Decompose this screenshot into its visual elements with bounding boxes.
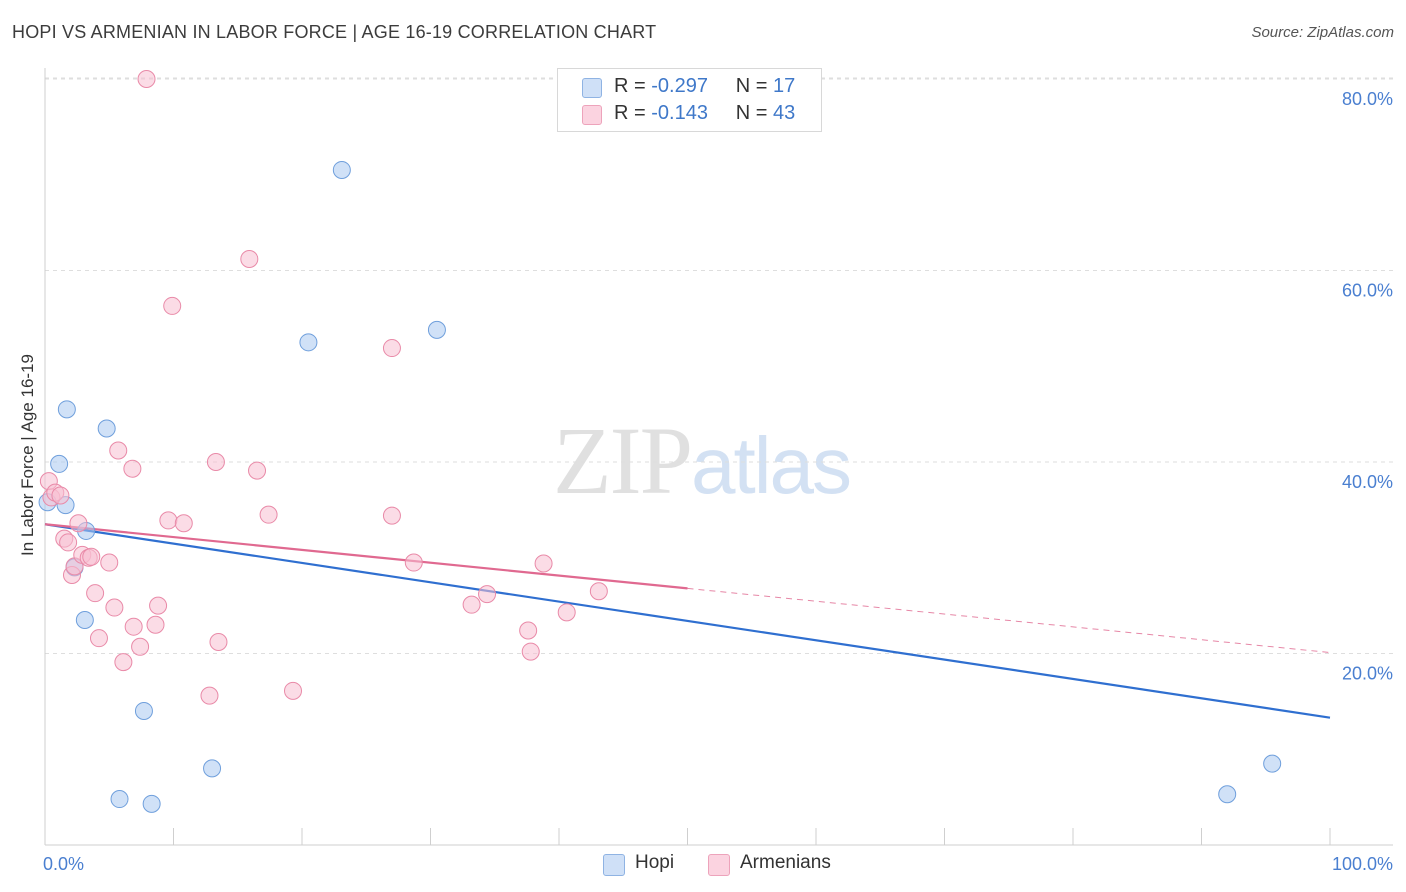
armenians-point-22 <box>146 615 165 634</box>
n-value: 43 <box>773 102 796 124</box>
armenians-point-27 <box>200 686 219 705</box>
hopi-point-12 <box>299 333 318 352</box>
armenians-point-43 <box>589 582 608 601</box>
r-label: R = <box>614 102 652 124</box>
armenians-point-39 <box>519 621 538 640</box>
armenians-point-33 <box>284 681 303 700</box>
armenians-point-8 <box>69 514 88 533</box>
n-value: 17 <box>773 75 796 97</box>
armenians-point-17 <box>114 653 133 672</box>
hopi-point-13 <box>332 160 351 179</box>
r-value: -0.143 <box>651 102 708 124</box>
armenians-point-18 <box>123 459 142 478</box>
hopi-point-1 <box>50 454 69 473</box>
armenians-point-14 <box>100 553 119 572</box>
tick-labels: 20.0% 40.0% 60.0% 80.0% 0.0% 100.0% <box>43 89 1393 874</box>
armenians-point-26 <box>174 514 193 533</box>
armenians-trend-line <box>44 523 688 590</box>
data-points <box>38 70 1282 813</box>
n-label: N = <box>735 75 774 97</box>
hopi-point-8 <box>110 790 129 809</box>
watermark-zip: ZIP <box>553 407 693 514</box>
hopi-point-14 <box>427 320 446 339</box>
armenians-point-36 <box>404 553 423 572</box>
y-tick-label-40: 40.0% <box>1342 472 1393 492</box>
armenians-point-29 <box>209 633 228 652</box>
armenians-point-19 <box>124 617 143 636</box>
r-label: R = <box>614 75 652 97</box>
armenians-point-41 <box>534 554 553 573</box>
source-credit: Source: ZipAtlas.com <box>1251 24 1394 41</box>
armenians-point-25 <box>163 296 182 315</box>
armenians-point-35 <box>382 506 401 525</box>
y-tick-label-60: 60.0% <box>1342 281 1393 301</box>
armenians-point-34 <box>382 339 401 358</box>
armenians-trend-extension <box>687 587 1331 654</box>
hopi-point-15 <box>1218 785 1237 804</box>
armenians-point-42 <box>557 603 576 622</box>
armenians-point-37 <box>462 595 481 614</box>
hopi-point-11 <box>203 759 222 778</box>
armenians-point-20 <box>131 637 150 656</box>
armenians-point-5 <box>59 533 78 552</box>
armenians-point-16 <box>109 441 128 460</box>
armenians-point-3 <box>51 486 70 505</box>
y-tick-label-20: 20.0% <box>1342 664 1393 684</box>
armenians-swatch <box>582 105 602 125</box>
hopi-point-16 <box>1263 754 1282 773</box>
armenians-point-30 <box>240 250 259 269</box>
hopi-point-5 <box>75 610 94 629</box>
armenians-point-15 <box>105 598 124 617</box>
armenians-point-13 <box>89 629 108 648</box>
x-tick-label-min: 0.0% <box>43 854 84 874</box>
hopi-point-9 <box>134 701 153 720</box>
armenians-point-24 <box>159 511 178 530</box>
trend-lines <box>44 523 1331 719</box>
armenians-point-40 <box>521 642 540 661</box>
hopi-point-10 <box>142 794 161 813</box>
armenians-point-12 <box>86 584 105 603</box>
armenians-point-31 <box>248 461 267 480</box>
stats-legend: R = -0.297 N = 17 R = -0.143 N = 43 <box>557 68 822 132</box>
hopi-point-7 <box>97 419 116 438</box>
n-label: N = <box>735 102 774 124</box>
armenians-point-23 <box>149 596 168 615</box>
axes <box>44 68 1393 846</box>
watermark-atlas: atlas <box>691 421 852 510</box>
x-tick-label-max: 100.0% <box>1332 854 1393 874</box>
hopi-legend-swatch <box>603 854 625 876</box>
y-tick-label-80: 80.0% <box>1342 89 1393 109</box>
hopi-legend-label: Hopi <box>635 852 675 873</box>
hopi-point-3 <box>57 400 76 419</box>
r-value: -0.297 <box>651 75 708 97</box>
armenians-legend-swatch <box>708 854 730 876</box>
armenians-point-28 <box>206 453 225 471</box>
watermark: ZIPatlas <box>553 405 852 516</box>
armenians-legend-label: Armenians <box>740 852 831 873</box>
armenians-point-38 <box>478 585 497 604</box>
grid-lines <box>45 77 1393 654</box>
armenians-point-11 <box>82 547 101 566</box>
armenians-point-21 <box>137 70 156 88</box>
hopi-swatch <box>582 78 602 98</box>
armenians-point-32 <box>259 505 278 524</box>
hopi-trend-line <box>44 523 1331 719</box>
chart-title: HOPI VS ARMENIAN IN LABOR FORCE | AGE 16… <box>12 22 657 42</box>
